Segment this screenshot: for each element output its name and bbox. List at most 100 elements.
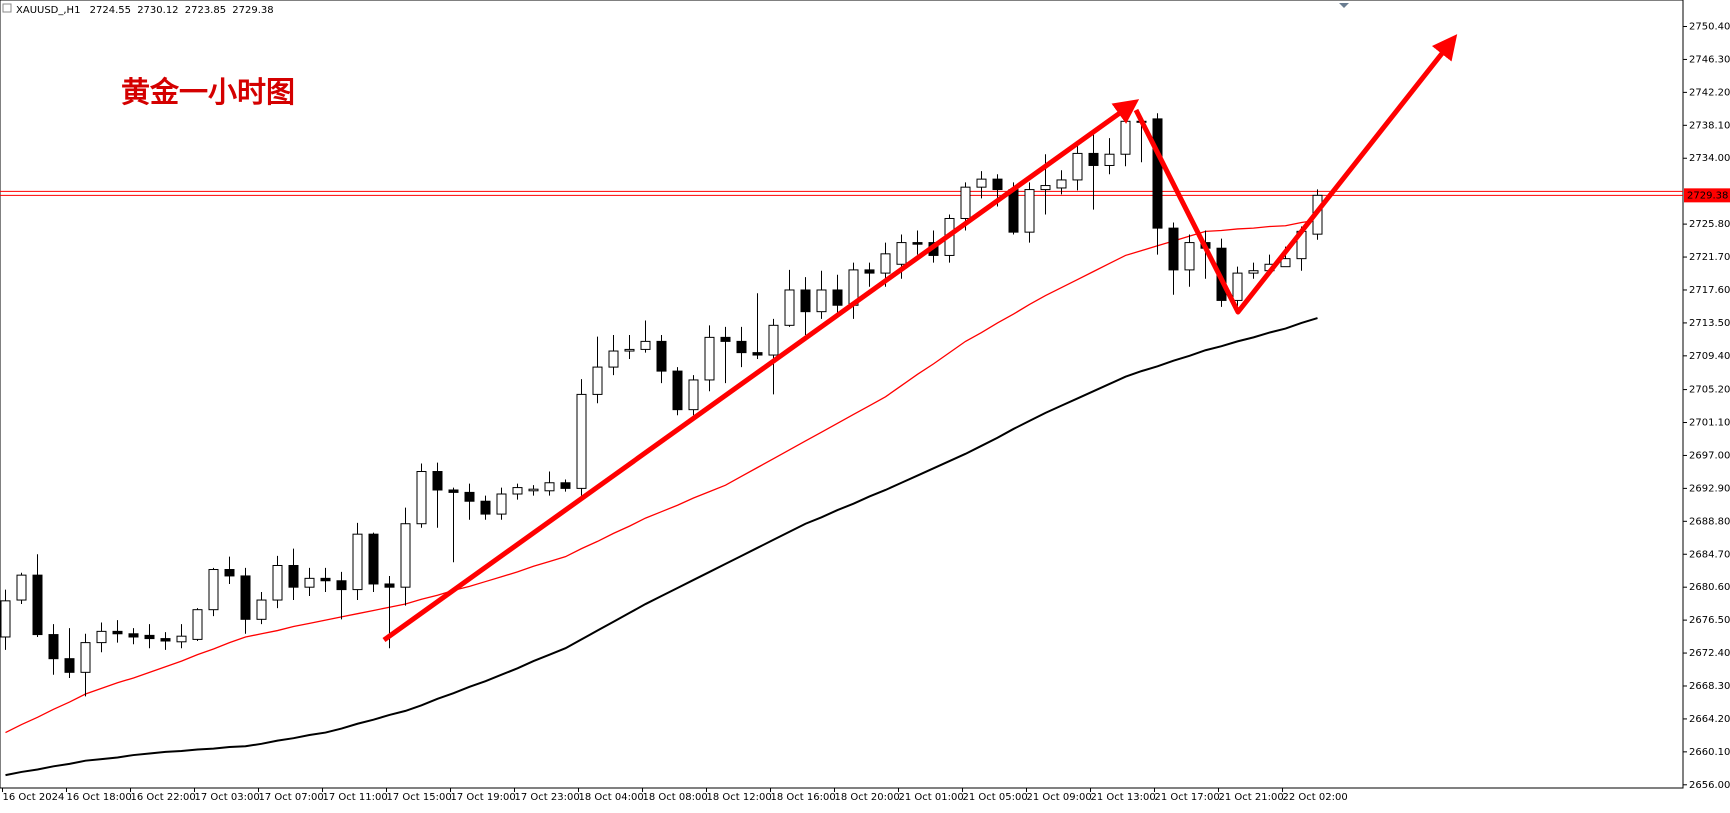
candle-body	[464, 491, 475, 502]
candle-body	[912, 242, 923, 245]
candle-body	[384, 583, 395, 588]
candle-body	[512, 487, 523, 495]
candle-body	[240, 575, 251, 620]
candle-body	[48, 634, 59, 660]
candle-body	[112, 630, 123, 635]
candle-body	[16, 574, 27, 601]
candle-body	[448, 489, 459, 493]
candle-body	[416, 471, 427, 525]
x-tick-label: 21 Oct 17:00	[1155, 792, 1220, 803]
arrow-zigzag	[1133, 34, 1458, 315]
y-tick-label: 2721.70	[1689, 252, 1730, 263]
candle-body	[144, 634, 155, 640]
x-tick-label: 17 Oct 11:00	[323, 792, 388, 803]
x-tick-label: 17 Oct 19:00	[451, 792, 516, 803]
candle-body	[592, 366, 603, 395]
candle-body	[0, 600, 11, 638]
candle-body	[400, 523, 411, 588]
candle-body	[272, 564, 283, 601]
candle-body	[1056, 179, 1067, 189]
y-tick-label: 2738.10	[1689, 120, 1730, 131]
x-tick-label: 18 Oct 04:00	[579, 792, 644, 803]
candle-body	[1280, 258, 1291, 268]
arrow-up	[382, 99, 1140, 643]
candle-body	[1088, 152, 1099, 166]
y-tick-label: 2672.40	[1689, 648, 1730, 659]
y-tick-label: 2734.00	[1689, 153, 1730, 164]
candle-body	[432, 471, 443, 491]
plot-area	[0, 0, 1684, 789]
candle-body	[224, 569, 235, 577]
y-tick-label: 2717.60	[1689, 285, 1730, 296]
candle-body	[1184, 242, 1195, 271]
candle-body	[896, 242, 907, 265]
candle-body	[768, 324, 779, 356]
header: XAUUSD_,H1 2724.55 2730.12 2723.85 2729.…	[16, 5, 274, 16]
last-price-box	[1684, 188, 1730, 203]
y-tick-label: 2709.40	[1689, 351, 1730, 362]
y-tick-label: 2746.30	[1689, 54, 1730, 65]
candle-body	[880, 253, 891, 274]
candle-body	[288, 564, 299, 588]
x-tick-label: 21 Oct 01:00	[899, 792, 964, 803]
candle-body	[1232, 272, 1243, 301]
y-tick-label: 2725.80	[1689, 219, 1730, 230]
candle-body	[352, 533, 363, 591]
candle-body	[1152, 118, 1163, 229]
candle-body	[176, 635, 187, 643]
candle-body	[96, 630, 107, 644]
y-tick-label: 2656.00	[1689, 780, 1730, 791]
candle-body	[688, 379, 699, 411]
candle-body	[304, 577, 315, 588]
candle-body	[192, 609, 203, 640]
candle-body	[208, 569, 219, 611]
candle-body	[1008, 189, 1019, 233]
symbol-icon	[2, 3, 12, 13]
x-tick-label: 18 Oct 20:00	[835, 792, 900, 803]
x-tick-label: 21 Oct 05:00	[963, 792, 1028, 803]
y-tick-label: 2742.20	[1689, 87, 1730, 98]
candle-body	[800, 289, 811, 313]
candle-body	[1024, 189, 1035, 233]
x-tick-label: 18 Oct 12:00	[707, 792, 772, 803]
candle-body	[576, 393, 587, 489]
candle-body	[64, 658, 75, 673]
x-tick-label: 18 Oct 08:00	[643, 792, 708, 803]
x-tick-label: 18 Oct 16:00	[771, 792, 836, 803]
candle-body	[832, 289, 843, 306]
x-tick-label: 17 Oct 23:00	[515, 792, 580, 803]
candle-body	[1168, 227, 1179, 271]
y-tick-label: 2697.00	[1689, 450, 1730, 461]
candle-body	[1120, 120, 1131, 155]
candle-body	[320, 577, 331, 582]
candle-body	[368, 533, 379, 585]
candle-body	[784, 289, 795, 326]
candle-body	[1248, 270, 1259, 274]
candle-body	[816, 289, 827, 313]
candle-body	[480, 500, 491, 515]
close-value: 2729.38	[232, 5, 273, 16]
x-tick-label: 21 Oct 09:00	[1027, 792, 1092, 803]
candle-body	[496, 493, 507, 515]
candle-body	[672, 370, 683, 411]
candle-body	[336, 580, 347, 591]
candle-body	[560, 482, 571, 489]
candle-body	[720, 336, 731, 342]
candle-body	[528, 488, 539, 492]
y-tick-label: 2660.10	[1689, 747, 1730, 758]
symbol: XAUUSD_,H1	[16, 5, 80, 16]
moving-average	[5, 317, 1318, 777]
candle-body	[1072, 152, 1083, 181]
candle-body	[752, 352, 763, 356]
candle-body	[624, 348, 635, 352]
x-tick-label: 17 Oct 03:00	[195, 792, 260, 803]
moving-average	[5, 219, 1318, 734]
chart-layer: 2750.40 2746.30 2742.20 2738.10 2734.00 2725.…	[0, 22, 1730, 803]
x-tick-label: 22 Oct 02:00	[1283, 792, 1348, 803]
candle-body	[160, 638, 171, 642]
y-tick-label: 2676.50	[1689, 615, 1730, 626]
y-tick-label: 2705.20	[1689, 385, 1730, 396]
candle-body	[32, 574, 43, 636]
y-tick-label: 2750.40	[1689, 22, 1730, 33]
